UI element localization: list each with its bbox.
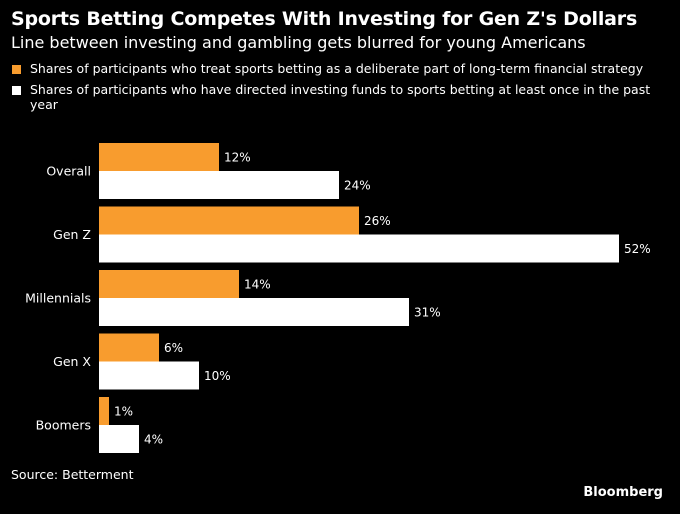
- bar-millennials-series-2: [99, 298, 409, 326]
- value-label-overall-series-1: 12%: [224, 151, 251, 165]
- bar-gen-x-series-1: [99, 333, 159, 362]
- category-label-boomers: Boomers: [36, 418, 91, 433]
- value-label-gen-z-series-1: 26%: [364, 214, 391, 228]
- legend-swatch-orange: [12, 65, 21, 74]
- value-label-boomers-series-1: 1%: [114, 405, 133, 419]
- category-label-millennials: Millennials: [25, 291, 91, 306]
- value-label-gen-x-series-1: 6%: [164, 341, 183, 355]
- bar-overall-series-2: [99, 171, 339, 199]
- category-label-overall: Overall: [46, 164, 91, 179]
- bar-gen-z-series-2: [99, 234, 619, 263]
- value-label-gen-x-series-2: 10%: [204, 369, 231, 383]
- bar-boomers-series-2: [99, 425, 139, 453]
- legend-swatch-white: [12, 86, 21, 95]
- value-label-millennials-series-2: 31%: [414, 306, 441, 320]
- bloomberg-logo: Bloomberg: [583, 485, 663, 500]
- legend-label-strategy: Shares of participants who treat sports …: [30, 61, 644, 76]
- legend-entry-strategy: Shares of participants who treat sports …: [11, 61, 671, 76]
- legend-entry-funds: Shares of participants who have directed…: [11, 82, 671, 112]
- category-label-gen-x: Gen X: [53, 354, 91, 369]
- bar-boomers-series-1: [99, 397, 109, 425]
- value-label-gen-z-series-2: 52%: [624, 242, 651, 256]
- legend-label-funds: Shares of participants who have directed…: [30, 82, 651, 112]
- chart-legend: Shares of participants who treat sports …: [11, 61, 671, 118]
- category-label-gen-z: Gen Z: [53, 227, 91, 242]
- value-label-overall-series-2: 24%: [344, 179, 371, 193]
- bar-overall-series-1: [99, 143, 219, 171]
- bar-gen-x-series-2: [99, 361, 199, 390]
- chart-title: Sports Betting Competes With Investing f…: [11, 8, 638, 30]
- value-label-boomers-series-2: 4%: [144, 433, 163, 447]
- bar-millennials-series-1: [99, 270, 239, 298]
- bar-gen-z-series-1: [99, 206, 359, 235]
- value-label-millennials-series-1: 14%: [244, 278, 271, 292]
- chart-subtitle: Line between investing and gambling gets…: [11, 33, 586, 52]
- source-note: Source: Betterment: [11, 467, 134, 482]
